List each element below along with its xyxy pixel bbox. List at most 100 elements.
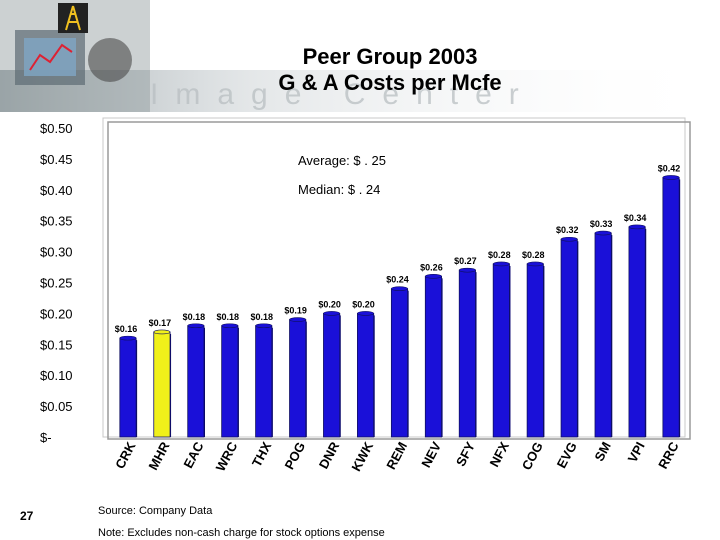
bar (187, 325, 205, 438)
bar (390, 288, 409, 438)
bar-group (221, 323, 239, 438)
bar (458, 269, 476, 438)
derrick-logo-icon (58, 3, 88, 33)
bar-group (289, 317, 307, 438)
bar-group (390, 286, 409, 438)
x-tick-label: REM (383, 439, 410, 472)
banner-watermark: Image Center (150, 78, 536, 111)
bar (594, 232, 612, 438)
y-tick-label: $- (40, 430, 52, 445)
x-tick-label: WRC (213, 439, 241, 474)
bar-group (628, 224, 647, 438)
bar (323, 312, 341, 438)
x-tick-label: NEV (418, 439, 444, 470)
y-tick-label: $0.15 (40, 337, 73, 352)
x-tick-label: VPI (625, 439, 648, 465)
bar (357, 312, 375, 438)
monitor-screen (24, 38, 76, 76)
y-tick-label: $0.35 (40, 214, 73, 229)
x-tick-label: EVG (554, 439, 580, 470)
data-label: $0.28 (488, 250, 511, 260)
bar-top (662, 175, 680, 180)
bar-group (458, 267, 477, 438)
bar-group (255, 323, 273, 438)
y-tick-label: $0.50 (40, 121, 73, 136)
data-label: $0.28 (522, 250, 545, 260)
plot-shadow (107, 121, 691, 440)
banner-graphic: Image Center (0, 0, 720, 112)
bar-group (187, 323, 205, 438)
x-tick-label: POG (282, 439, 309, 472)
bar (628, 226, 646, 438)
data-label: $0.32 (556, 225, 579, 235)
x-tick-label: CRK (112, 439, 139, 471)
bar (119, 337, 137, 438)
bar (526, 263, 544, 438)
bar (492, 263, 510, 438)
data-label: $0.16 (115, 324, 138, 334)
x-tick-label: SFY (453, 439, 478, 469)
x-tick-label: KWK (348, 439, 376, 474)
bar-group (526, 261, 545, 438)
bar-top (594, 230, 612, 236)
data-label: $0.18 (217, 312, 240, 322)
bar (153, 331, 171, 438)
y-axis: $- $0.05 $0.10 $0.15 $0.20 $0.25 $0.30 $0.35 $0.… (40, 121, 73, 445)
bar (424, 275, 442, 438)
page-number: 27 (20, 509, 34, 523)
bar-group (662, 175, 681, 438)
bar-series (119, 175, 681, 438)
x-tick-label: RRC (655, 439, 682, 471)
data-label: $0.27 (454, 256, 477, 266)
average-annotation: Average: $ . 25 (298, 153, 386, 168)
bar-top (221, 323, 239, 329)
bar (255, 325, 273, 438)
data-label: $0.26 (420, 262, 443, 272)
bar-top (560, 236, 578, 242)
bar-group (119, 335, 138, 438)
person-silhouette (88, 38, 132, 82)
bar-top (255, 323, 273, 329)
y-tick-label: $0.40 (40, 183, 73, 198)
header-banner: Image Center (0, 0, 720, 120)
bar-top (153, 329, 171, 335)
bar-group (492, 261, 511, 438)
x-tick-label: EAC (180, 439, 206, 471)
bar-top (391, 286, 408, 291)
bar-top (526, 261, 544, 267)
x-tick-label: DNR (316, 439, 343, 471)
x-tick-label: THX (249, 439, 275, 469)
y-tick-label: $0.25 (40, 276, 73, 291)
bar-group (560, 236, 579, 438)
data-label: $0.20 (318, 299, 341, 309)
title-line-1: Peer Group 2003 (302, 44, 478, 69)
title-line-2: G & A Costs per Mcfe (278, 70, 502, 95)
bar-group (594, 230, 613, 438)
bar-top (628, 224, 646, 230)
y-tick-label: $0.30 (40, 245, 73, 260)
data-label: $0.18 (250, 312, 273, 322)
x-axis: CRK MHR EAC WRC THX POG DNR KWK REM NEV SFY NFX COG E… (112, 439, 682, 474)
data-label: $0.17 (149, 318, 172, 328)
bar-top (424, 274, 442, 279)
y-tick-label: $0.05 (40, 399, 73, 414)
source-note: Source: Company Data (98, 505, 213, 517)
bar-top (458, 267, 476, 273)
bar-top (492, 261, 510, 267)
data-label: $0.19 (284, 306, 307, 316)
bar-group (323, 311, 341, 438)
bar-top (119, 335, 137, 341)
y-tick-label: $0.10 (40, 368, 73, 383)
y-tick-label: $0.45 (40, 152, 73, 167)
median-annotation: Median: $ . 24 (298, 182, 380, 197)
bar-top (289, 317, 307, 322)
slide-title: Peer Group 2003 G & A Costs per Mcfe (230, 44, 550, 96)
data-label: $0.18 (183, 312, 206, 322)
bar (289, 319, 307, 438)
data-label: $0.20 (352, 299, 375, 309)
y-tick-label: $0.20 (40, 306, 73, 321)
bar (221, 325, 239, 438)
bar-top (187, 323, 205, 329)
footnote: Note: Excludes non-cash charge for stock… (98, 527, 385, 539)
bar (662, 177, 680, 438)
